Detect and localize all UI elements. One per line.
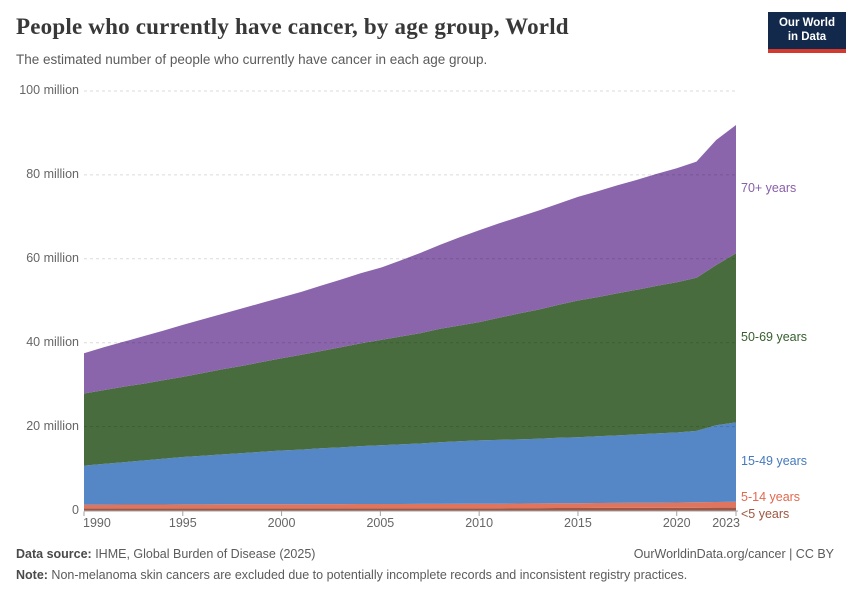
footer-note-row: Note: Non-melanoma skin cancers are excl… [16, 568, 834, 582]
y-axis-label: 100 million [19, 83, 79, 97]
data-source-text: Data source: IHME, Global Burden of Dise… [16, 547, 315, 561]
data-source-value: IHME, Global Burden of Disease (2025) [91, 547, 316, 561]
owid-logo: Our World in Data [768, 12, 846, 53]
page-subtitle: The estimated number of people who curre… [16, 52, 488, 67]
series-label-50-69-years: 50-69 years [741, 329, 808, 344]
area-15-49-years[interactable] [84, 422, 736, 505]
x-axis-label: 2020 [662, 516, 691, 530]
x-axis-label: 2005 [366, 516, 395, 530]
x-axis-label: 2000 [267, 516, 296, 530]
x-axis-label: 2023 [712, 516, 740, 530]
owid-link[interactable]: OurWorldinData.org/cancer | CC BY [633, 547, 834, 561]
x-axis-label: 1990 [83, 516, 111, 530]
y-axis-label: 80 million [26, 166, 79, 181]
footer-source-row: Data source: IHME, Global Burden of Dise… [16, 547, 834, 561]
owid-logo-line1: Our World [778, 16, 835, 29]
note-text: Note: Non-melanoma skin cancers are excl… [16, 568, 687, 582]
note-value: Non-melanoma skin cancers are excluded d… [47, 568, 688, 582]
y-axis-label: 20 million [26, 418, 79, 433]
note-label: Note: [16, 568, 48, 582]
area-70+-years[interactable] [84, 125, 736, 394]
data-source-label: Data source: [16, 547, 92, 561]
y-axis-label: 60 million [26, 250, 79, 265]
series-label-15-49-years: 15-49 years [741, 454, 808, 469]
x-axis-label: 2010 [465, 516, 494, 530]
series-label--5-years: <5 years [741, 507, 790, 522]
series-label-70+-years: 70+ years [741, 181, 797, 196]
y-axis-label: 40 million [26, 334, 79, 349]
area-5-14-years[interactable] [84, 501, 736, 509]
owid-logo-line2: in Data [787, 30, 827, 43]
series-label-5-14-years: 5-14 years [741, 490, 801, 505]
area--5-years[interactable] [84, 507, 736, 511]
page-title: People who currently have cancer, by age… [16, 14, 569, 39]
area-50-69-years[interactable] [84, 253, 736, 466]
x-axis-label: 1995 [168, 516, 197, 530]
x-axis-label: 2015 [564, 516, 592, 530]
y-axis-label: 0 [72, 502, 79, 517]
